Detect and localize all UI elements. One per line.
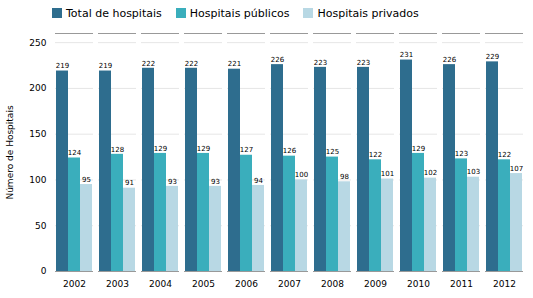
svg-text:100: 100	[295, 171, 308, 179]
svg-text:122: 122	[369, 151, 382, 159]
html-text:Hospitais públicos: Hospitais públicos	[189, 6, 290, 20]
svg-text:123: 123	[455, 150, 468, 158]
svg-text:223: 223	[357, 59, 370, 67]
svg-text:50: 50	[35, 221, 47, 231]
svg-text:2012: 2012	[493, 279, 516, 289]
html-text:Hospitais privados: Hospitais privados	[317, 6, 419, 20]
svg-text:2006: 2006	[235, 279, 258, 289]
svg-text:93: 93	[168, 178, 177, 186]
svg-text:223: 223	[314, 59, 327, 67]
svg-text:2005: 2005	[192, 279, 215, 289]
svg-text:93: 93	[211, 178, 220, 186]
svg-text:101: 101	[381, 170, 394, 178]
svg-text:2003: 2003	[106, 279, 129, 289]
svg-text:221: 221	[228, 60, 241, 68]
svg-text:107: 107	[510, 165, 523, 173]
svg-text:128: 128	[111, 146, 124, 154]
svg-text:129: 129	[197, 145, 210, 153]
svg-text:250: 250	[29, 38, 46, 48]
svg-text:129: 129	[154, 145, 167, 153]
svg-text:2010: 2010	[407, 279, 430, 289]
svg-text:2011: 2011	[450, 279, 473, 289]
svg-text:95: 95	[82, 176, 91, 184]
svg-text:102: 102	[424, 169, 437, 177]
svg-text:219: 219	[56, 62, 69, 70]
svg-text:2008: 2008	[321, 279, 344, 289]
svg-text:2004: 2004	[149, 279, 172, 289]
svg-text:226: 226	[443, 56, 457, 64]
svg-text:122: 122	[498, 151, 511, 159]
svg-text:226: 226	[271, 56, 285, 64]
svg-text:126: 126	[283, 147, 297, 155]
svg-text:2002: 2002	[63, 279, 86, 289]
svg-text:Número de Hospitais: Número de Hospitais	[5, 105, 15, 199]
svg-text:124: 124	[68, 149, 82, 157]
svg-text:98: 98	[340, 173, 349, 181]
svg-text:127: 127	[240, 146, 253, 154]
svg-text:2007: 2007	[278, 279, 301, 289]
svg-text:2009: 2009	[364, 279, 387, 289]
svg-text:231: 231	[400, 51, 413, 59]
svg-text:0: 0	[41, 266, 47, 276]
svg-text:150: 150	[29, 129, 46, 139]
svg-text:222: 222	[185, 60, 198, 68]
svg-text:125: 125	[326, 148, 339, 156]
html-text:Total de hospitais: Total de hospitais	[66, 6, 162, 20]
svg-text:91: 91	[125, 179, 134, 187]
svg-text:229: 229	[486, 53, 499, 61]
svg-text:129: 129	[412, 145, 425, 153]
svg-text:94: 94	[254, 177, 263, 185]
svg-text:100: 100	[29, 175, 46, 185]
svg-text:103: 103	[467, 168, 480, 176]
svg-text:200: 200	[29, 83, 46, 93]
svg-text:222: 222	[142, 60, 155, 68]
svg-text:219: 219	[99, 62, 112, 70]
